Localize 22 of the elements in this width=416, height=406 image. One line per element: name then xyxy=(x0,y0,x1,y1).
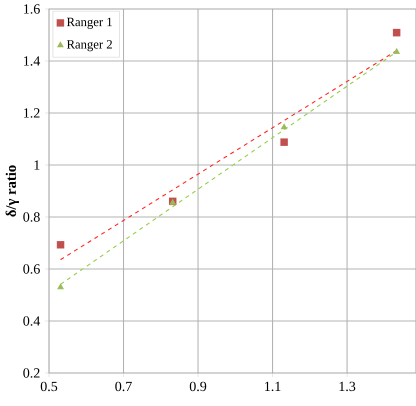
y-tick-label: 1.4 xyxy=(24,56,40,66)
y-tick-label: 0.4 xyxy=(23,316,40,326)
x-tick-label: 1.3 xyxy=(340,382,356,392)
point xyxy=(56,241,64,249)
point xyxy=(392,28,400,36)
point xyxy=(57,283,64,290)
point xyxy=(280,124,288,130)
y-tick-label: 1.2 xyxy=(24,108,40,118)
y-tick-label: 1.6 xyxy=(24,4,40,14)
y-tick-label: 0.6 xyxy=(23,264,40,274)
point xyxy=(280,138,288,146)
y-tick-label: 1 xyxy=(34,160,40,170)
y-tick-label: 0.8 xyxy=(23,212,40,222)
legend-label: Ranger 2 xyxy=(66,40,112,52)
x-tick-label: 0.9 xyxy=(190,382,206,392)
x-tick-label: 0.5 xyxy=(40,382,58,392)
y-axis-title: δ/γ ratio xyxy=(6,165,19,217)
point xyxy=(393,48,400,54)
y-tick-label: 0.2 xyxy=(23,368,40,378)
x-tick-label: 0.7 xyxy=(115,382,132,392)
x-tick-label: 1.1 xyxy=(265,382,280,392)
legend-label: Ranger 1 xyxy=(66,18,112,29)
